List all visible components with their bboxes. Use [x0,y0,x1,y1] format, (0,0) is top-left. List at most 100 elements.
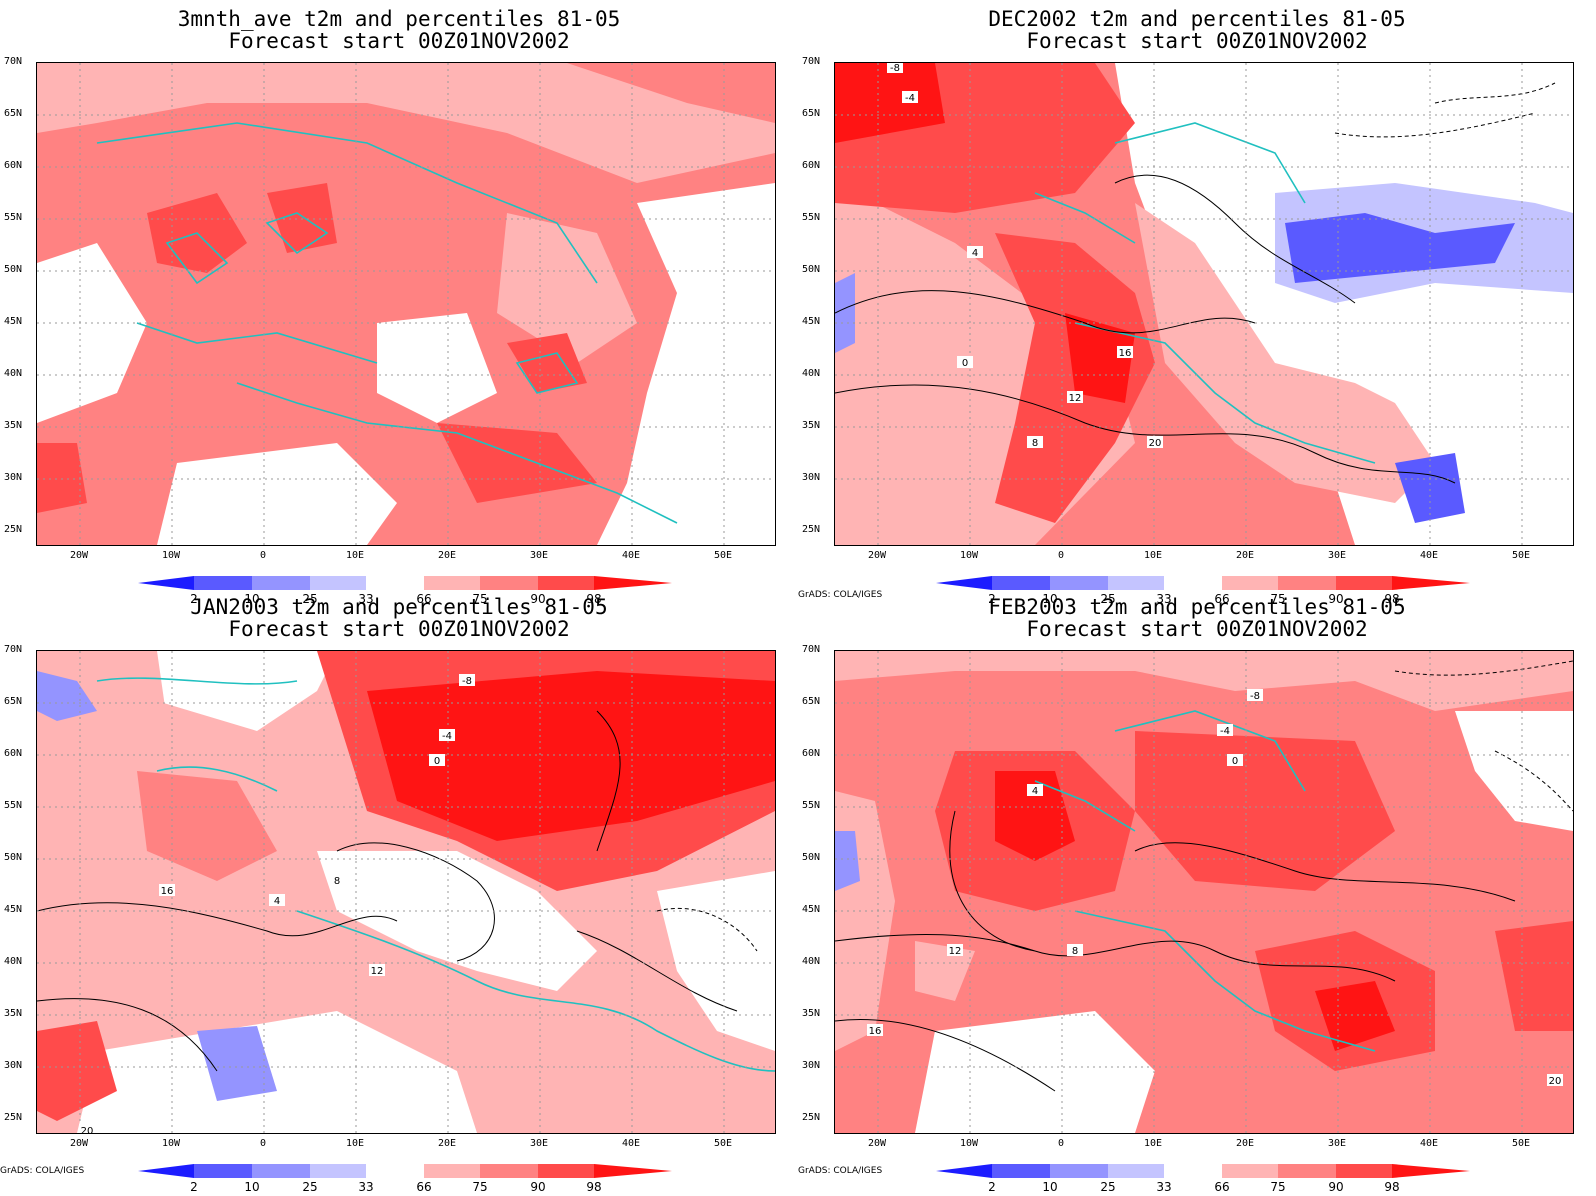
colorbar [936,1164,1470,1178]
latitude-label: 35N [4,1008,23,1019]
longitude-label: 50E [1511,1138,1531,1149]
panel-subtitle: Forecast start 00Z01NOV2002 [1026,617,1368,641]
colorbar-label: 10 [244,592,260,606]
latitude-label: 30N [802,1060,821,1071]
contour-label-box [369,964,385,976]
colorbar-label: 25 [302,1180,318,1194]
contour-label: 20 [1549,1076,1562,1087]
panel-title: FEB2003 t2m and percentiles 81-05 [988,595,1406,619]
longitude-label: 10E [1143,550,1163,561]
latitude-label: 25N [4,524,23,535]
colorbar [936,576,1470,590]
contour-label-box [867,1024,883,1036]
grads-credit: GrADS: COLA/IGES [0,1166,85,1176]
colorbar-label: 90 [530,592,546,606]
longitude-label: 50E [713,550,733,561]
percentile-map [36,62,776,546]
longitude-label: 50E [713,1138,733,1149]
panel-subtitle: Forecast start 00Z01NOV2002 [228,29,570,53]
contour-label: 16 [1119,348,1132,359]
longitude-label: 20E [1235,550,1255,561]
latitude-label: 70N [4,644,23,655]
longitude-label: 30E [1327,1138,1347,1149]
contour-label: 0 [1232,756,1238,767]
contour-label: -4 [1220,726,1230,737]
panel-subtitle: Forecast start 00Z01NOV2002 [1026,29,1368,53]
panel-jan2003: JAN2003 t2m and percentiles 81-05 Foreca… [0,588,798,1194]
percentile-map: -8 -4 0 4 8 12 16 20 [834,650,1574,1134]
longitude-label: 30E [1327,550,1347,561]
longitude-label: 10E [345,550,365,561]
contour-label: 12 [1069,393,1082,404]
colorbar [138,1164,672,1178]
colorbar-label: 75 [1270,592,1286,606]
colorbar-label: 90 [1328,592,1344,606]
contour-label-box [329,874,345,886]
contour-label-box [429,754,445,766]
grads-credit: GrADS: COLA/IGES [798,1166,883,1176]
latitude-label: 30N [4,1060,23,1071]
colorbar-label: 2 [988,592,996,606]
contour-label: 20 [81,1126,94,1133]
colorbar-label: 33 [1156,1180,1172,1194]
panel-title: DEC2002 t2m and percentiles 81-05 [988,7,1406,31]
contour-label-box [1067,391,1083,403]
contour-label-box [1247,689,1263,701]
panel-subtitle: Forecast start 00Z01NOV2002 [228,617,570,641]
colorbar-label: 98 [1384,592,1400,606]
panel-title: JAN2003 t2m and percentiles 81-05 [190,595,608,619]
contour-label: 12 [371,966,384,977]
longitude-label: 20E [437,550,457,561]
latitude-label: 25N [4,1112,23,1123]
colorbar-label: 25 [1100,1180,1116,1194]
contour-label-box [439,729,455,741]
contour-label: 16 [869,1026,882,1037]
longitude-label: 10E [345,1138,365,1149]
latitude-label: 70N [802,644,821,655]
longitude-label: 40E [621,1138,641,1149]
colorbar-label: 75 [472,592,488,606]
longitude-label: 50E [1511,550,1531,561]
contour-label: -4 [905,93,915,104]
colorbar-label: 66 [416,592,432,606]
colorbar-label: 2 [190,1180,198,1194]
longitude-label: 20W [867,1138,887,1149]
longitude-label: 10W [959,1138,979,1149]
contour-label: 4 [1032,786,1038,797]
contour-label-box [1147,436,1163,448]
colorbar-label: 25 [302,592,318,606]
longitude-label: 0 [259,550,267,561]
colorbar-label: 66 [1214,1180,1230,1194]
contour-label-box [947,944,963,956]
contour-label: 20 [1149,438,1162,449]
latitude-label: 45N [802,904,821,915]
colorbar-label: 33 [358,592,374,606]
contour-label-box [459,674,475,686]
colorbar-label: 98 [586,1180,602,1194]
longitude-label: 0 [1057,1138,1065,1149]
latitude-label: 40N [4,956,23,967]
contour-label-box [1027,436,1043,448]
colorbar-label: 10 [1042,592,1058,606]
longitude-label: 10W [959,550,979,561]
colorbar-label: 33 [1156,592,1172,606]
contour-label-box [1067,944,1083,956]
contour-label: -8 [462,676,472,687]
latitude-label: 25N [802,1112,821,1123]
panel-3month-average: 3mnth_ave t2m and percentiles 81-05 Fore… [0,0,798,606]
colorbar-label: 2 [988,1180,996,1194]
colorbar [138,576,672,590]
contour-label-box [887,63,903,73]
contour-label: 4 [972,248,978,259]
latitude-label: 70N [802,56,821,67]
longitude-label: 10W [161,1138,181,1149]
latitude-label: 55N [4,800,23,811]
colorbar-label: 66 [416,1180,432,1194]
contour-label-box [1227,754,1243,766]
colorbar-label: 90 [1328,1180,1344,1194]
latitude-label: 55N [802,800,821,811]
latitude-label: 50N [4,264,23,275]
latitude-label: 30N [4,472,23,483]
longitude-label: 40E [621,550,641,561]
contour-label-box [967,246,983,258]
